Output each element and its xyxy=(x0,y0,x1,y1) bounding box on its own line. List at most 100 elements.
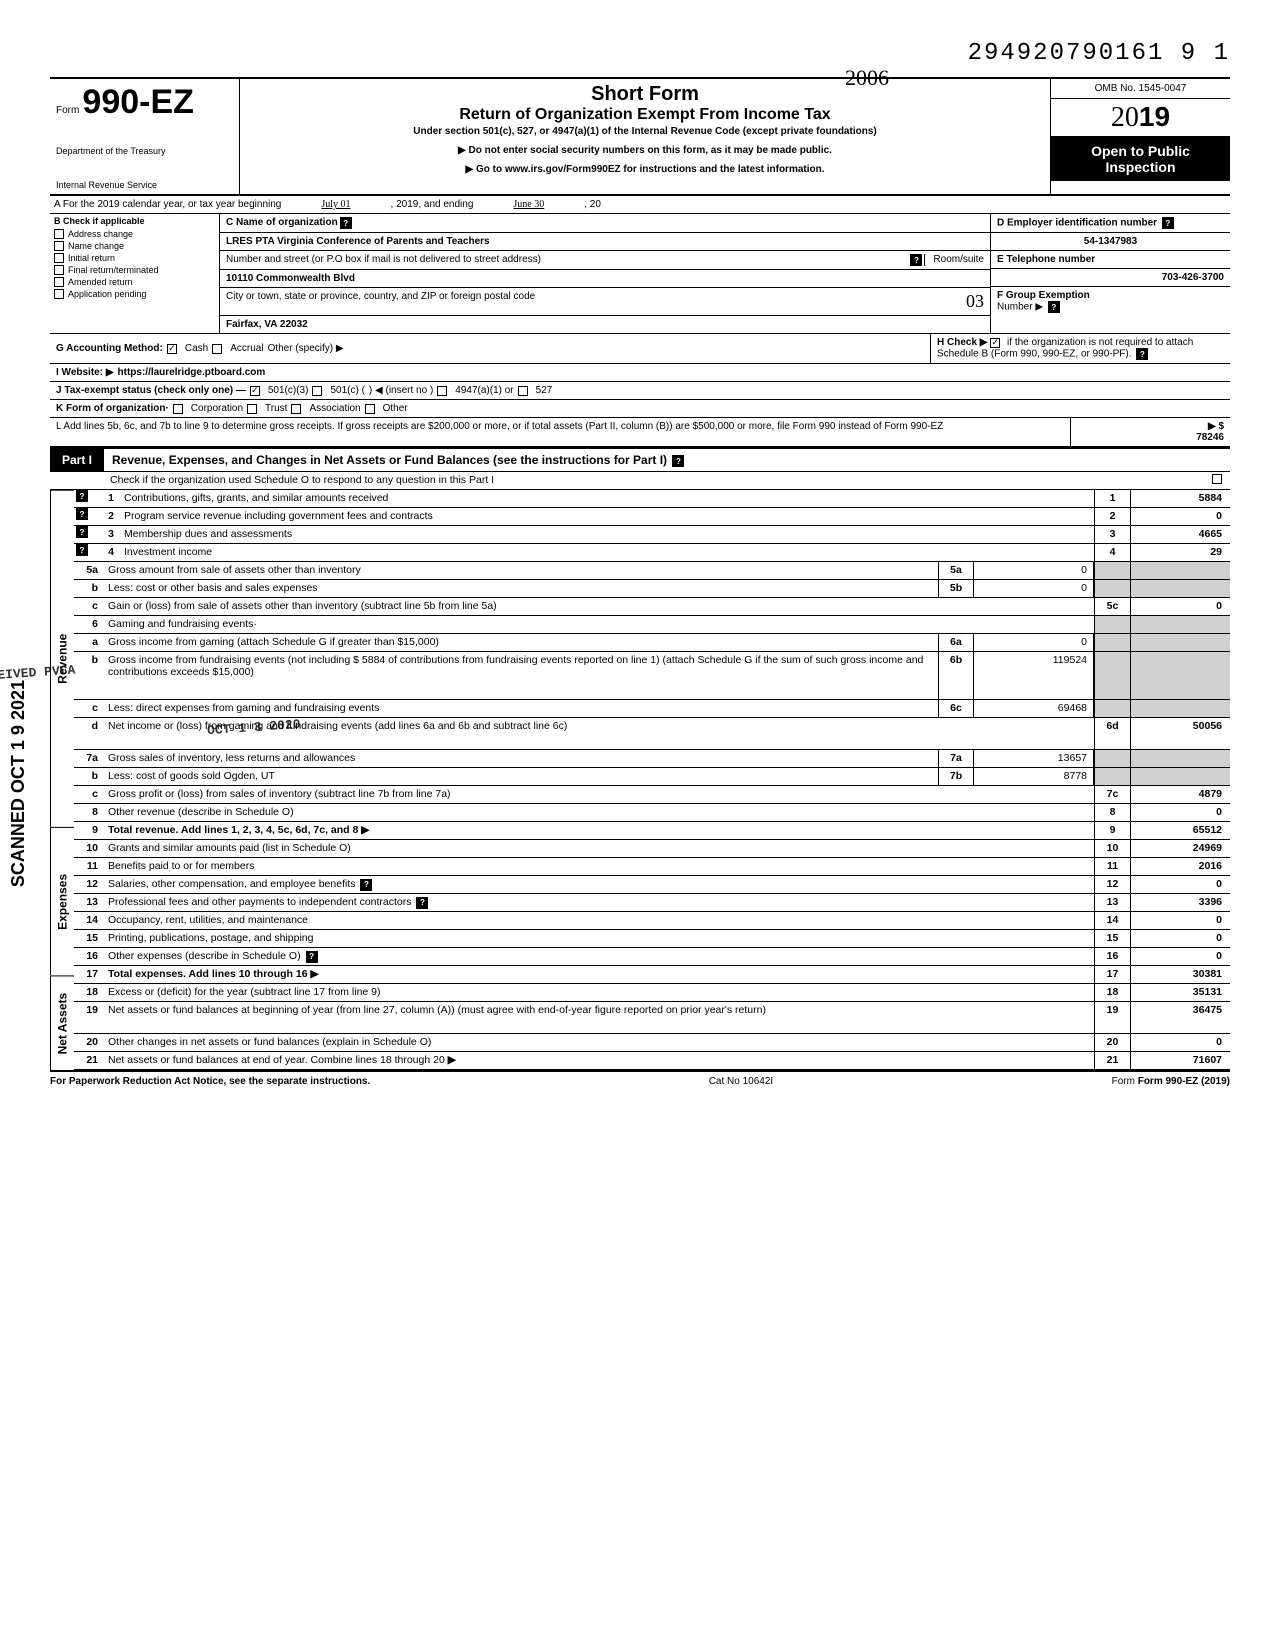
chk-schedule-b[interactable]: ✓ xyxy=(990,338,1000,348)
ln6c-midval: 69468 xyxy=(974,700,1094,717)
ln2-desc: Program service revenue including govern… xyxy=(120,508,1094,525)
ln15-desc: Printing, publications, postage, and shi… xyxy=(104,930,1094,947)
footer-mid: Cat No 10642I xyxy=(709,1076,774,1087)
ln4-desc: Investment income xyxy=(120,544,1094,561)
chk-address-change[interactable] xyxy=(54,229,64,239)
ln14-val: 0 xyxy=(1130,912,1230,929)
ln7a-num: 7a xyxy=(74,750,104,767)
row-a-tail: , 20 xyxy=(584,199,601,210)
ln7a-mid: 7a xyxy=(938,750,974,767)
title-note2: ▶ Go to www.irs.gov/Form990EZ for instru… xyxy=(250,164,1040,175)
lbl-trust: Trust xyxy=(265,403,287,414)
chk-initial-return[interactable] xyxy=(54,253,64,263)
title-under: Under section 501(c), 527, or 4947(a)(1)… xyxy=(250,126,1040,137)
row-l-arrow: ▶ $ xyxy=(1208,421,1224,432)
lbl-initial-return: Initial return xyxy=(68,253,115,263)
label-group-exemption: F Group Exemption xyxy=(997,290,1090,301)
ln6d-box: 6d xyxy=(1094,718,1130,749)
ln17-box: 17 xyxy=(1094,966,1130,983)
ln6b-num: b xyxy=(74,652,104,699)
chk-amended-return[interactable] xyxy=(54,277,64,287)
form-prefix: Form xyxy=(56,105,79,116)
ln20-box: 20 xyxy=(1094,1034,1130,1051)
page-footer: For Paperwork Reduction Act Notice, see … xyxy=(50,1070,1230,1087)
ln1-desc: Contributions, gifts, grants, and simila… xyxy=(120,490,1094,507)
ln2-val: 0 xyxy=(1130,508,1230,525)
ln19-box: 19 xyxy=(1094,1002,1130,1033)
chk-association[interactable] xyxy=(291,404,301,414)
chk-cash[interactable]: ✓ xyxy=(167,344,177,354)
label-h-check: H Check ▶ xyxy=(937,337,987,348)
label-room: Room/suite xyxy=(924,254,984,266)
chk-4947[interactable] xyxy=(437,386,447,396)
ln6d-num: d xyxy=(74,718,104,749)
part-1-check-text: Check if the organization used Schedule … xyxy=(110,474,494,486)
chk-accrual[interactable] xyxy=(212,344,222,354)
ln7b-midval: 8778 xyxy=(974,768,1094,785)
ln5a-desc: Gross amount from sale of assets other t… xyxy=(104,562,938,579)
ln5c-num: c xyxy=(74,598,104,615)
ln20-val: 0 xyxy=(1130,1034,1230,1051)
ln12-num: 12 xyxy=(74,876,104,893)
help-icon[interactable]: ? xyxy=(76,508,88,520)
ln5c-desc: Gain or (loss) from sale of assets other… xyxy=(104,598,1094,615)
help-icon[interactable]: ? xyxy=(76,544,88,556)
lbl-other-method: Other (specify) ▶ xyxy=(268,343,344,354)
chk-trust[interactable] xyxy=(247,404,257,414)
ln18-desc: Excess or (deficit) for the year (subtra… xyxy=(104,984,1094,1001)
chk-other-org[interactable] xyxy=(365,404,375,414)
lbl-address-change: Address change xyxy=(68,229,133,239)
ln6c-num: c xyxy=(74,700,104,717)
col-b-header: B Check if applicable xyxy=(50,214,219,228)
street-address: 10110 Commonwealth Blvd xyxy=(226,273,355,284)
ln5b-num: b xyxy=(74,580,104,597)
lbl-cash: Cash xyxy=(185,343,208,354)
ln8-num: 8 xyxy=(74,804,104,821)
chk-schedule-o[interactable] xyxy=(1212,474,1222,484)
ln11-desc: Benefits paid to or for members xyxy=(104,858,1094,875)
chk-527[interactable] xyxy=(518,386,528,396)
ln1-box: 1 xyxy=(1094,490,1130,507)
help-icon[interactable]: ? xyxy=(76,490,88,502)
lbl-name-change: Name change xyxy=(68,241,124,251)
ln4-num: 4 xyxy=(90,544,120,561)
row-l-text: L Add lines 5b, 6c, and 7b to line 9 to … xyxy=(56,421,943,432)
lbl-final-return: Final return/terminated xyxy=(68,265,159,275)
chk-corporation[interactable] xyxy=(173,404,183,414)
label-group-number: Number ▶ xyxy=(997,302,1043,313)
part-1-label: Part I xyxy=(50,449,104,471)
lbl-application-pending: Application pending xyxy=(68,289,147,299)
ln2-box: 2 xyxy=(1094,508,1130,525)
chk-501c3[interactable]: ✓ xyxy=(250,386,260,396)
label-form-org: K Form of organization· xyxy=(56,403,169,414)
inspection: Inspection xyxy=(1053,159,1228,175)
ein-value: 54-1347983 xyxy=(1084,236,1137,247)
ln12-val: 0 xyxy=(1130,876,1230,893)
chk-name-change[interactable] xyxy=(54,241,64,251)
ln10-num: 10 xyxy=(74,840,104,857)
ln6c-mid: 6c xyxy=(938,700,974,717)
ln5b-desc: Less: cost or other basis and sales expe… xyxy=(104,580,938,597)
ln13-box: 13 xyxy=(1094,894,1130,911)
ln5b-midval: 0 xyxy=(974,580,1094,597)
ln6a-desc: Gross income from gaming (attach Schedul… xyxy=(104,634,938,651)
org-name: LRES PTA Virginia Conference of Parents … xyxy=(226,236,490,247)
footer-left: For Paperwork Reduction Act Notice, see … xyxy=(50,1076,370,1087)
lbl-501c3: 501(c)(3) xyxy=(268,385,309,396)
label-tax-status: J Tax-exempt status (check only one) — xyxy=(56,385,246,396)
ln7c-val: 4879 xyxy=(1130,786,1230,803)
chk-501c[interactable] xyxy=(312,386,322,396)
ln3-num: 3 xyxy=(90,526,120,543)
section-b-c-d: B Check if applicable Address change Nam… xyxy=(50,214,1230,334)
dept-irs: Internal Revenue Service xyxy=(56,180,233,190)
chk-final-return[interactable] xyxy=(54,265,64,275)
ln5a-midval: 0 xyxy=(974,562,1094,579)
lbl-corporation: Corporation xyxy=(191,403,243,414)
ln17-desc: Total expenses. Add lines 10 through 16 xyxy=(108,968,308,980)
chk-application-pending[interactable] xyxy=(54,289,64,299)
ln20-desc: Other changes in net assets or fund bala… xyxy=(104,1034,1094,1051)
ln11-val: 2016 xyxy=(1130,858,1230,875)
ln19-num: 19 xyxy=(74,1002,104,1033)
ln8-box: 8 xyxy=(1094,804,1130,821)
help-icon[interactable]: ? xyxy=(76,526,88,538)
